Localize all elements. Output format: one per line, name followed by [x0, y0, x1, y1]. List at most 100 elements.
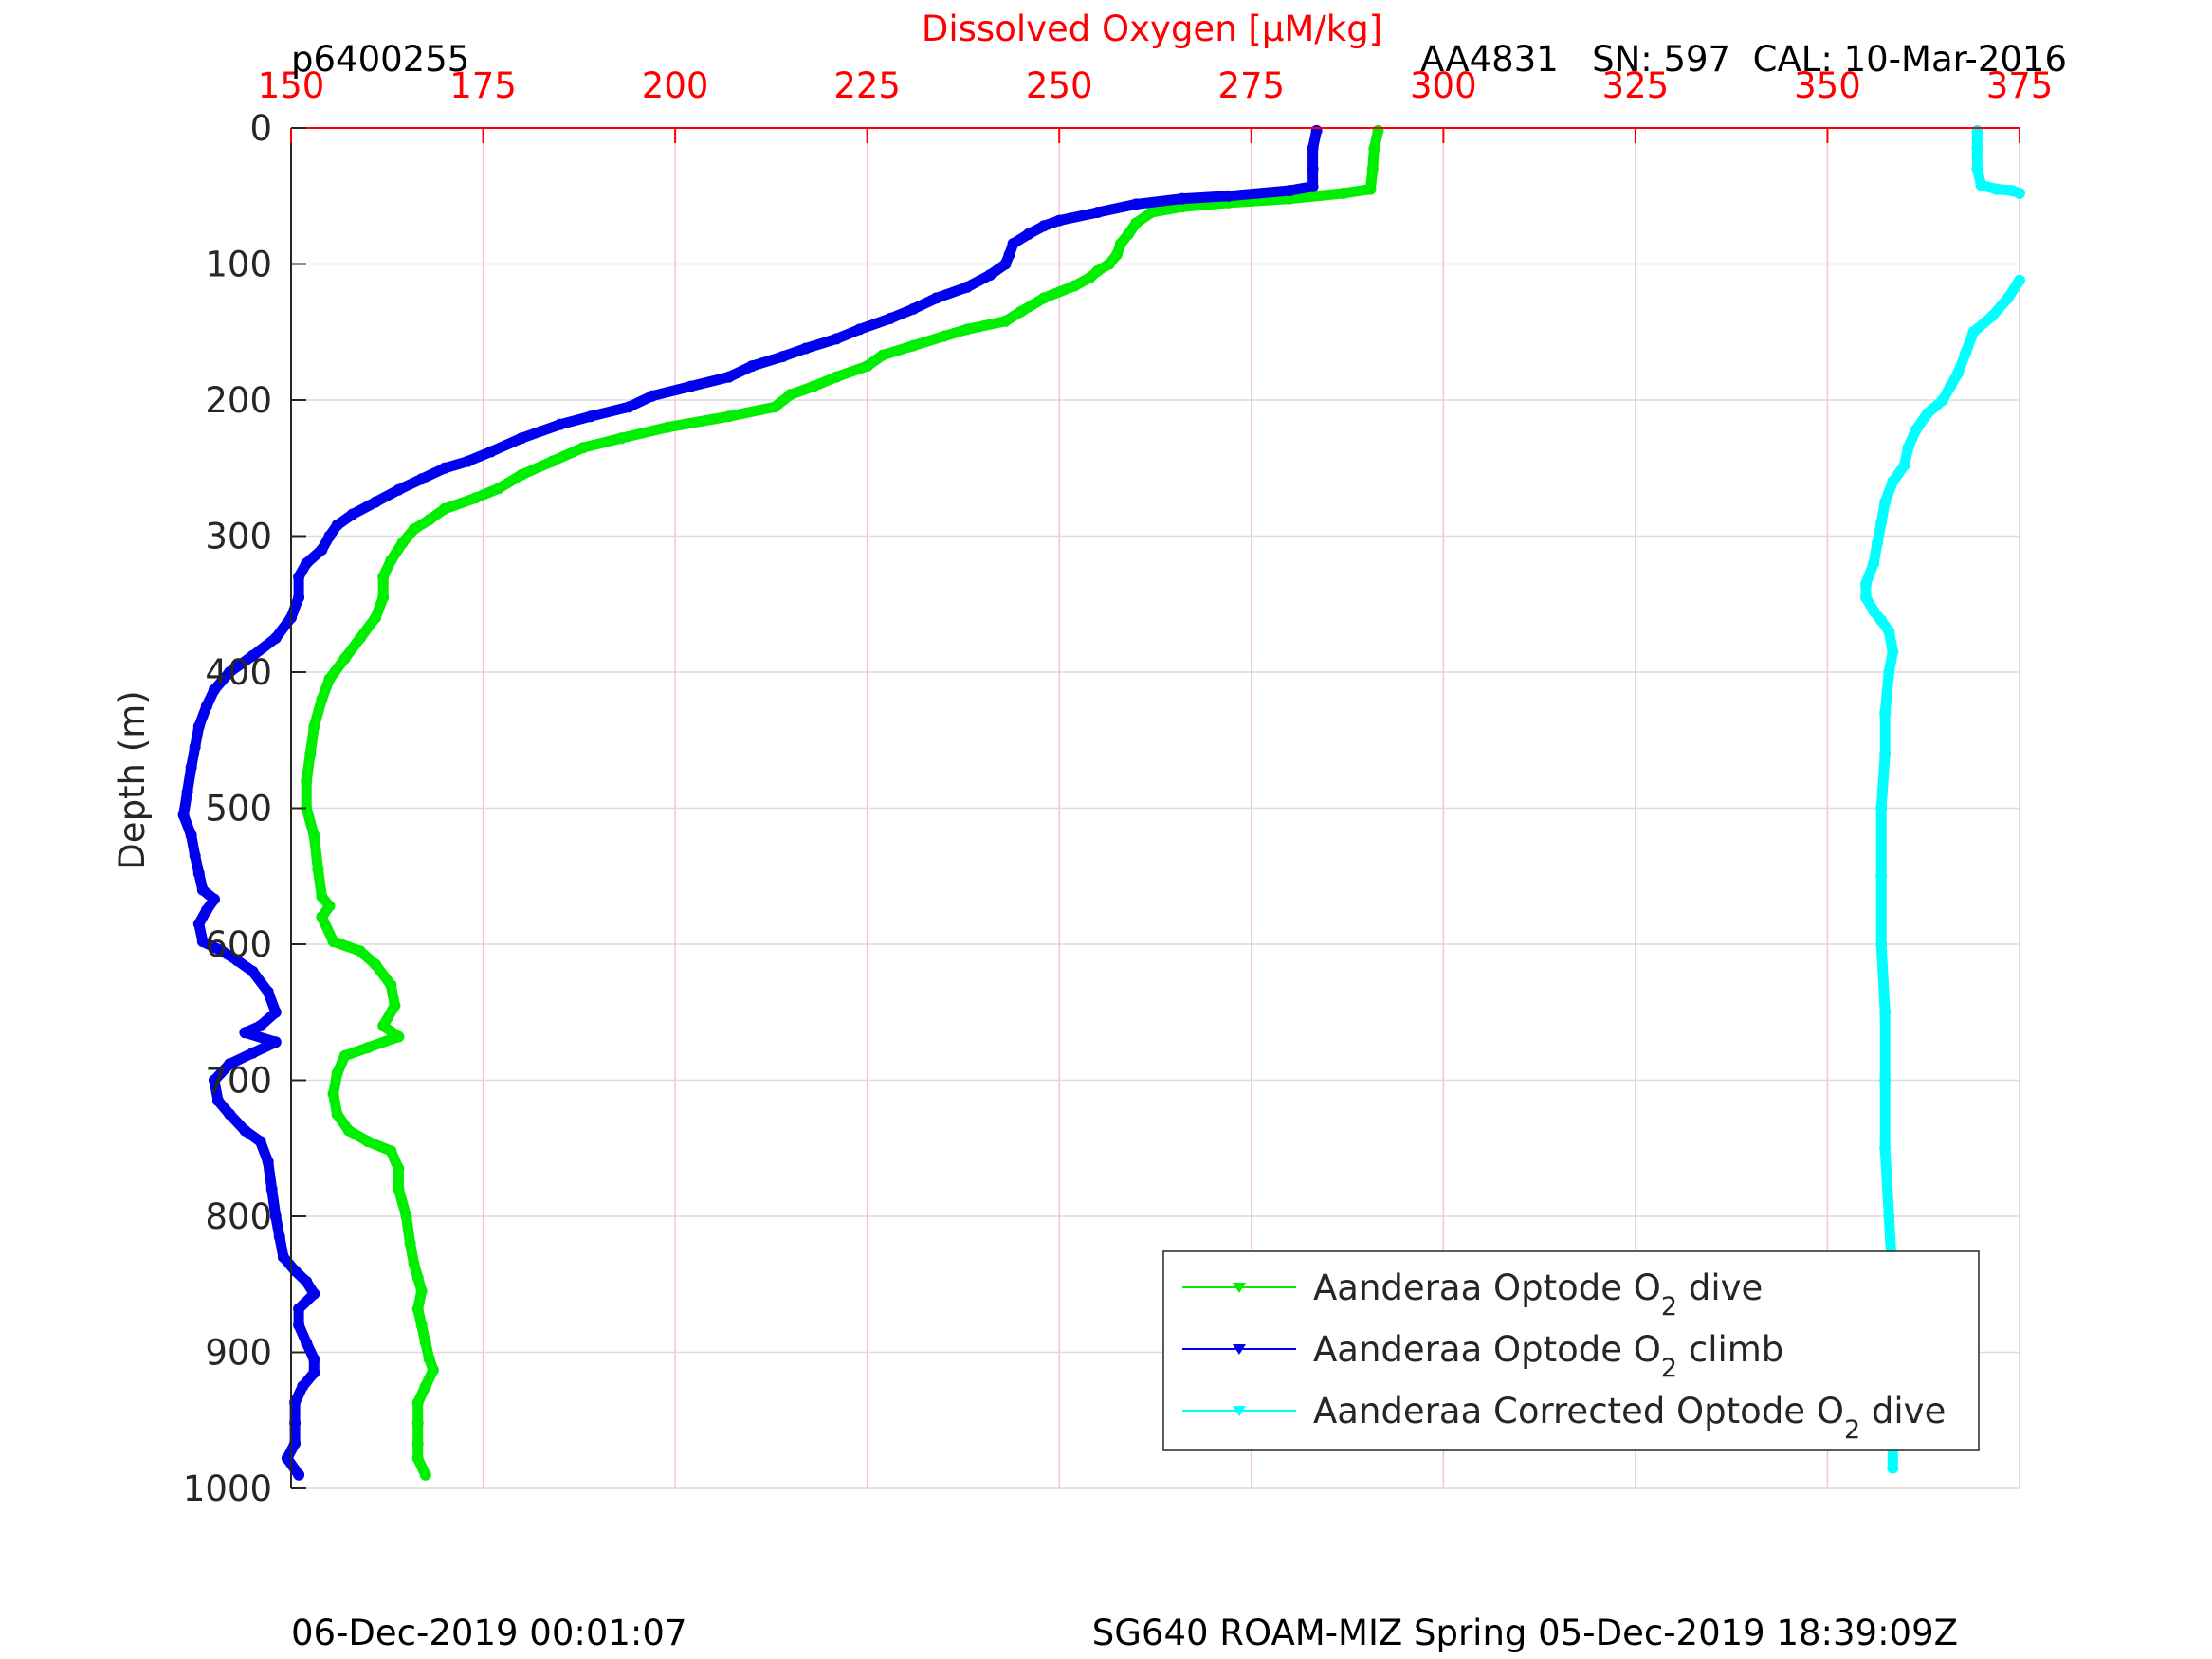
data-point — [1366, 163, 1379, 175]
data-point — [301, 557, 313, 570]
data-point — [1368, 142, 1380, 155]
data-point — [212, 1095, 224, 1106]
data-point — [1284, 185, 1296, 196]
data-point — [876, 349, 888, 361]
data-point — [408, 1258, 420, 1270]
data-point — [1986, 310, 1999, 321]
x-tick-label: 375 — [1986, 65, 2054, 106]
data-point — [400, 1211, 412, 1222]
data-point — [231, 955, 244, 967]
data-point — [331, 1067, 343, 1080]
data-point — [853, 323, 866, 336]
data-point — [907, 339, 920, 352]
data-point — [247, 1047, 259, 1059]
data-point — [192, 867, 205, 880]
data-point — [1022, 228, 1034, 240]
data-point — [1111, 248, 1123, 261]
data-point — [327, 1087, 339, 1100]
data-point — [784, 389, 796, 401]
data-point — [1960, 346, 1972, 358]
data-point — [623, 401, 635, 413]
data-point — [999, 258, 1012, 270]
data-point — [196, 936, 209, 948]
data-point — [293, 1303, 305, 1315]
data-point — [1038, 292, 1050, 304]
data-point — [746, 360, 759, 373]
data-point — [301, 775, 313, 787]
data-point — [961, 281, 973, 293]
data-point — [615, 432, 628, 445]
data-point — [961, 323, 973, 336]
data-point — [1145, 207, 1158, 218]
data-point — [585, 410, 596, 423]
data-point — [269, 1006, 282, 1018]
data-point — [492, 483, 504, 495]
data-point — [239, 1124, 251, 1137]
footer-timestamp: 06-Dec-2019 00:01:07 — [291, 1613, 686, 1653]
data-point — [1945, 380, 1957, 392]
legend-label-suffix: climb — [1677, 1329, 1783, 1370]
data-point — [273, 1231, 285, 1243]
legend-item-1: Aanderaa Optode O2 dive — [1182, 1267, 1763, 1322]
data-point — [1883, 626, 1895, 637]
footer-deployment-info: SG640 ROAM-MIZ Spring 05-Dec-2019 18:39:… — [1092, 1613, 1958, 1653]
data-point — [469, 492, 482, 504]
data-point — [646, 390, 658, 402]
data-point — [1990, 183, 2002, 195]
legend-label-suffix: dive — [1860, 1391, 1946, 1431]
data-point — [323, 530, 336, 542]
data-point — [377, 1020, 390, 1032]
data-point — [396, 537, 409, 549]
data-point — [393, 1162, 405, 1175]
legend-box — [1162, 1250, 1980, 1451]
data-point — [281, 1452, 293, 1465]
legend-label: Aanderaa Optode O2 climb — [1313, 1329, 1783, 1383]
data-point — [265, 1183, 278, 1195]
y-axis-label: Depth (m) — [112, 690, 153, 869]
data-point — [262, 1156, 274, 1168]
data-point — [1872, 537, 1884, 549]
data-point — [799, 342, 812, 355]
legend: Aanderaa Optode O2 dive Aanderaa Optode O… — [1162, 1250, 1980, 1451]
data-point — [1053, 214, 1066, 227]
data-point — [861, 360, 873, 373]
data-point — [1910, 424, 1922, 436]
data-point — [269, 1211, 282, 1222]
data-point — [289, 1265, 302, 1277]
data-point — [411, 1417, 424, 1430]
data-point — [516, 468, 528, 481]
data-point — [362, 1136, 374, 1148]
series-1 — [301, 124, 1384, 1481]
data-point — [312, 864, 324, 876]
data-point — [1952, 367, 1965, 379]
y-tick-label: 1000 — [183, 1468, 272, 1509]
data-point — [1967, 326, 1980, 338]
data-point — [1307, 180, 1319, 192]
data-point — [769, 401, 781, 413]
data-point — [393, 1183, 405, 1195]
axes — [290, 127, 2020, 1489]
data-point — [722, 371, 735, 383]
data-point — [327, 936, 339, 948]
y-tick-label: 400 — [205, 652, 272, 693]
data-point — [1364, 183, 1377, 195]
data-point — [1130, 217, 1143, 229]
data-point — [439, 462, 450, 474]
legend-marker — [1233, 1344, 1246, 1355]
data-point — [554, 418, 566, 430]
data-point — [393, 1030, 405, 1043]
data-point — [189, 740, 201, 753]
data-point — [209, 684, 220, 696]
data-point — [1091, 264, 1104, 277]
data-point — [1868, 605, 1880, 617]
data-point — [308, 720, 320, 733]
data-point — [192, 918, 205, 930]
data-point — [354, 945, 366, 957]
x-tick-label: 350 — [1794, 65, 1861, 106]
data-point — [930, 292, 942, 304]
data-point — [189, 849, 201, 862]
data-point — [427, 1364, 439, 1376]
data-point — [370, 496, 382, 508]
data-point — [1971, 142, 1983, 155]
data-point — [1898, 459, 1910, 471]
